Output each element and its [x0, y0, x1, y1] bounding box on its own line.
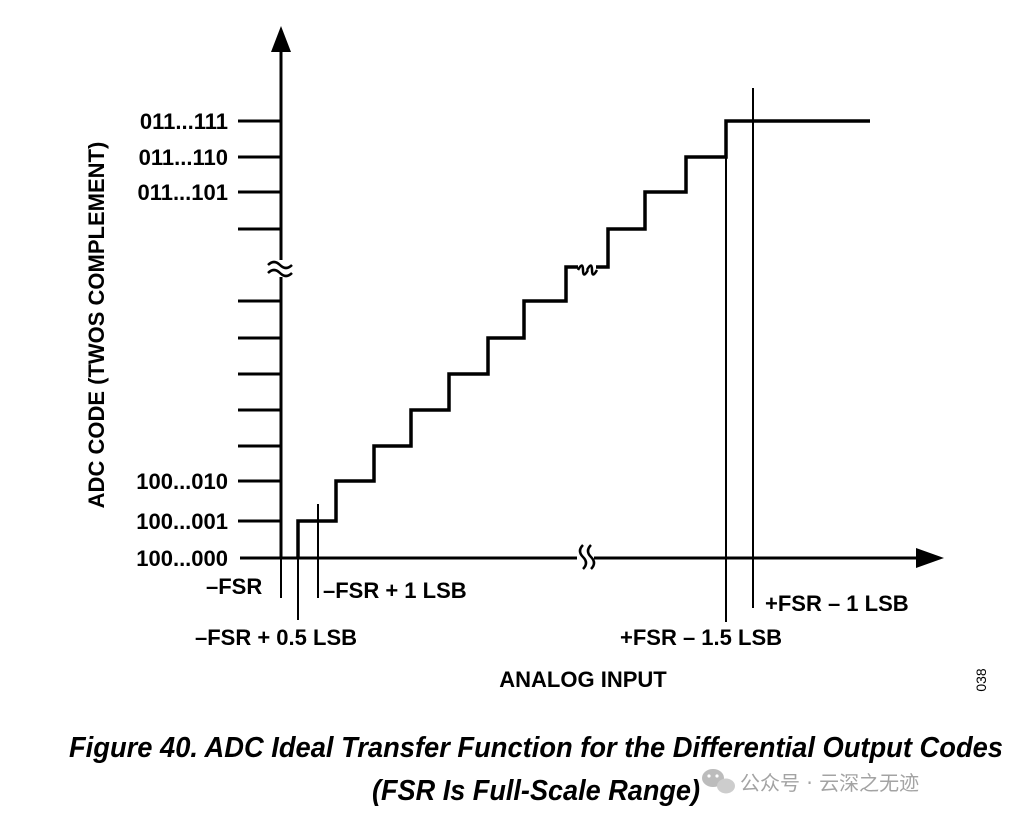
y-axis-break-gap	[271, 260, 293, 277]
x-axis-title: ANALOG INPUT	[499, 667, 667, 692]
watermark-text: 公众号 · 云深之无迹	[740, 771, 919, 795]
caption-line-2: (FSR Is Full-Scale Range)	[372, 775, 700, 807]
label-neg-fsr-half: –FSR + 0.5 LSB	[195, 625, 357, 650]
x-axis-arrowhead	[916, 548, 944, 568]
label-pos-fsr-one-half: +FSR – 1.5 LSB	[620, 625, 782, 650]
label-neg-fsr-one: –FSR + 1 LSB	[323, 578, 467, 603]
y-label-100-001: 100...001	[136, 509, 228, 534]
y-label-100-000: 100...000	[136, 546, 228, 571]
y-axis-title: ADC CODE (TWOS COMPLEMENT)	[84, 142, 109, 509]
y-axis-arrowhead	[271, 26, 291, 52]
y-label-011-110: 011...110	[139, 145, 228, 170]
y-label-011-101: 011...101	[137, 180, 228, 205]
y-axis-break-icon	[267, 260, 293, 278]
y-label-100-010: 100...010	[136, 469, 228, 494]
caption-line-1: Figure 40. ADC Ideal Transfer Function f…	[69, 732, 1003, 764]
label-neg-fsr: –FSR	[206, 574, 262, 599]
transfer-staircase	[296, 119, 870, 558]
staircase-break-icon	[576, 264, 599, 276]
y-label-011-111: 011...111	[140, 109, 228, 134]
wechat-logo-icon	[702, 769, 735, 794]
watermark: 公众号 · 云深之无迹	[702, 769, 919, 795]
figure-number: 038	[973, 668, 989, 692]
y-tick-marks	[238, 119, 281, 523]
label-pos-fsr-one: +FSR – 1 LSB	[765, 591, 909, 616]
x-axis-break-icon	[578, 544, 596, 570]
x-marker-lines	[280, 88, 754, 622]
